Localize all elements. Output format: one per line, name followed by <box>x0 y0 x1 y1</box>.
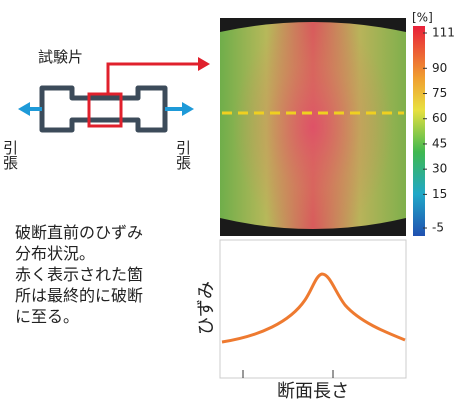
colorbar-tick-label: 75 <box>432 86 447 100</box>
description-line: 所は最終的に破断 <box>15 286 143 305</box>
colorbar-tick-label: 45 <box>432 136 447 150</box>
colorbar-scale <box>413 26 425 236</box>
colorbar-tick-label: 30 <box>432 162 447 176</box>
colorbar: [%] 111 90 75 60 45 30 15 -5 <box>412 11 455 237</box>
pull-arrowhead-right <box>182 102 194 116</box>
colorbar-tick-label: 111 <box>432 26 455 40</box>
pull-label: 引張 <box>174 140 192 171</box>
colorbar-tick-label: 60 <box>432 111 447 125</box>
pull-label: 引張 <box>1 140 19 171</box>
description-line: 破断直前のひずみ <box>15 223 143 242</box>
colorbar-unit: [%] <box>412 11 433 25</box>
colorbar-tick-label: 15 <box>432 187 447 201</box>
specimen-label: 試験片 <box>38 48 83 66</box>
strain-hotspot <box>233 17 393 237</box>
figure: 試験片 引張 引張 破断直前のひずみ分布状況。赤く表示された箇所は最終的に破断に… <box>0 0 467 403</box>
plot-frame <box>220 240 406 378</box>
pointer-arrow <box>198 57 210 71</box>
description-line: 分布状況。 <box>15 244 95 263</box>
x-axis-label: 断面長さ <box>277 381 349 402</box>
pull-arrowhead-left <box>18 102 30 116</box>
y-axis-label: ひずみ <box>196 281 217 335</box>
colorbar-tick-label: 90 <box>432 61 447 75</box>
colorbar-tick-label: -5 <box>432 221 444 235</box>
description-line: 赤く表示された箇 <box>15 265 143 284</box>
description-line: に至る。 <box>15 307 79 326</box>
